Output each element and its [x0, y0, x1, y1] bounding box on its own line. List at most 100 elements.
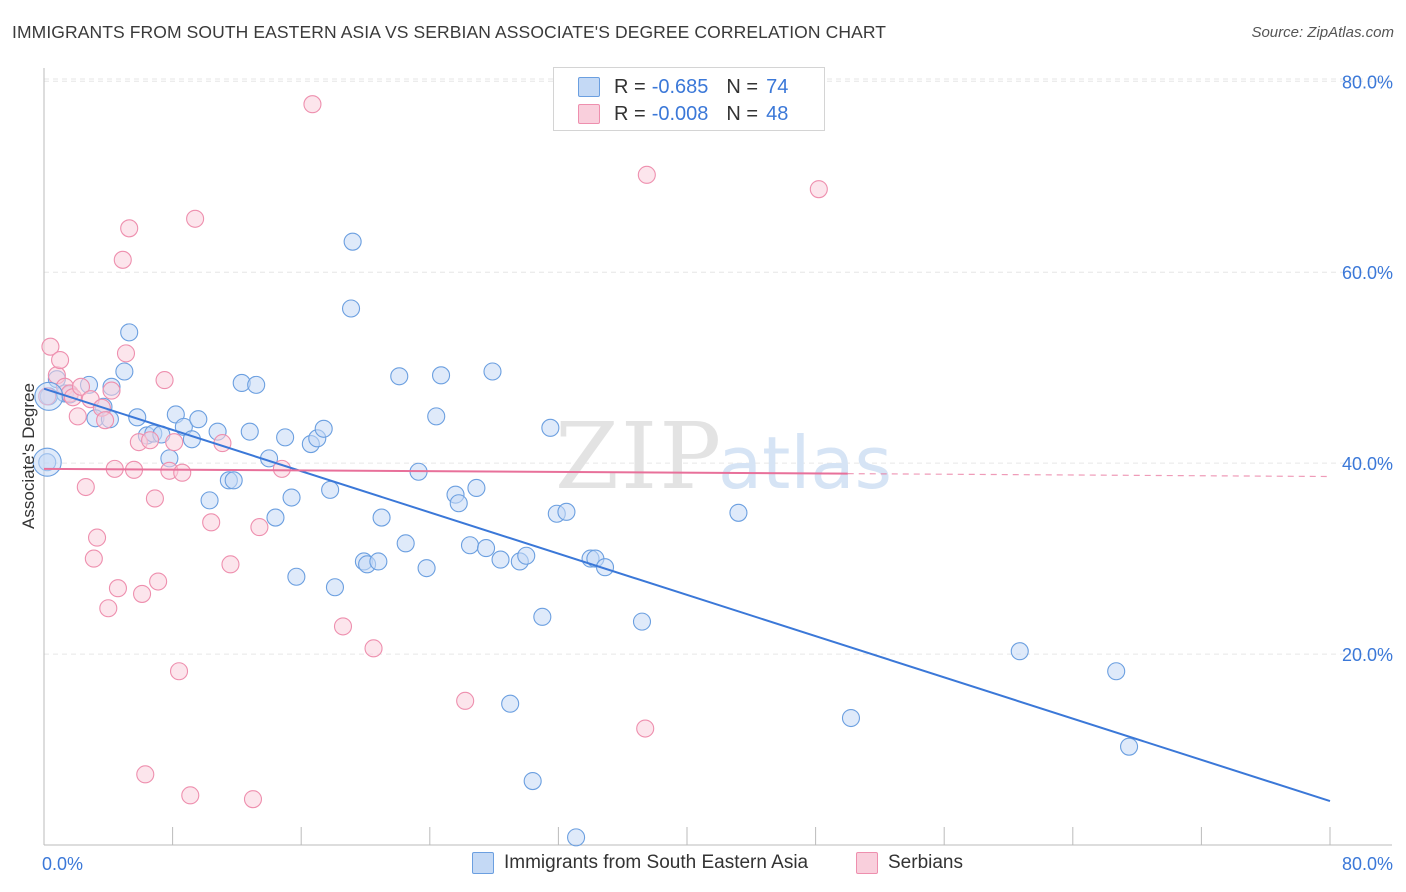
point-serbian: [102, 381, 121, 400]
point-sea: [417, 559, 436, 578]
point-sea: [1010, 642, 1029, 661]
legend-r-value: -0.008: [651, 102, 709, 125]
point-sea: [533, 607, 552, 626]
point-serbian: [221, 555, 240, 574]
point-serbian: [637, 165, 656, 184]
y-axis-label: Associate's Degree: [19, 383, 38, 529]
legend-r-value: -0.685: [651, 75, 709, 98]
point-sea: [517, 546, 536, 565]
point-sea: [632, 612, 652, 631]
point-sea: [460, 536, 480, 555]
point-sea: [115, 362, 134, 381]
bottom-legend-label-serbians: Serbians: [888, 852, 963, 873]
point-sea: [128, 408, 147, 427]
bottom-legend-swatch-sea: [472, 852, 494, 874]
x-tick-label: 0.0%: [42, 854, 83, 874]
point-serbian: [186, 209, 205, 228]
legend-swatch-serbians: [578, 104, 600, 124]
legend: R = -0.685 N = 74 R = -0.008 N = 48: [553, 67, 825, 131]
point-sea: [247, 375, 266, 394]
point-serbian: [364, 639, 383, 658]
legend-r-label: R =: [614, 75, 646, 98]
point-sea: [541, 418, 560, 437]
legend-swatch-sea: [578, 77, 600, 97]
point-sea: [369, 552, 388, 571]
point-sea: [841, 708, 861, 728]
points-layer: [32, 95, 1139, 847]
point-serbian: [113, 250, 132, 269]
point-sea: [595, 558, 615, 577]
trend-line-serbians: [43, 467, 848, 475]
point-serbian: [116, 344, 136, 363]
point-sea: [1107, 662, 1126, 681]
point-serbian: [51, 350, 70, 370]
point-sea: [427, 407, 446, 426]
legend-n-value: 48: [766, 102, 789, 125]
point-serbian: [68, 407, 87, 426]
y-tick-label: 80.0%: [1342, 72, 1393, 92]
point-serbian: [145, 489, 164, 508]
point-sea: [729, 503, 748, 522]
point-serbian: [133, 584, 152, 603]
point-sea: [523, 771, 542, 791]
point-sea: [567, 828, 586, 847]
chart-title: IMMIGRANTS FROM SOUTH EASTERN ASIA VS SE…: [12, 22, 887, 42]
point-serbian: [202, 513, 221, 532]
point-serbian: [76, 477, 95, 497]
point-sea: [432, 366, 451, 385]
trend-line-sea: [43, 387, 1331, 803]
point-serbian: [149, 572, 168, 591]
point-sea: [224, 471, 243, 490]
point-serbian: [181, 786, 200, 805]
point-sea: [325, 578, 345, 597]
point-sea: [120, 323, 139, 342]
point-sea: [491, 550, 510, 569]
trend-lines: [43, 387, 1331, 803]
point-serbian: [155, 371, 174, 390]
point-serbian: [41, 337, 60, 356]
point-serbian: [456, 691, 475, 710]
point-serbian: [120, 219, 139, 238]
bottom-legend-swatch-serbians: [856, 852, 878, 874]
point-serbian: [636, 719, 655, 738]
point-sea: [1120, 737, 1139, 756]
point-sea: [467, 478, 486, 498]
point-sea: [200, 491, 219, 510]
legend-n-value: 74: [766, 75, 789, 98]
watermark-atlas: atlas: [718, 421, 892, 505]
point-serbian: [250, 518, 269, 537]
point-sea: [390, 367, 409, 386]
y-tick-label: 20.0%: [1342, 645, 1393, 665]
point-serbian: [84, 549, 103, 568]
grid: [44, 78, 1392, 655]
point-serbian: [87, 528, 107, 547]
legend-row-sea: R = -0.685 N = 74: [578, 75, 788, 99]
point-sea: [314, 419, 333, 438]
point-sea: [477, 539, 496, 558]
legend-row-serbians: R = -0.008 N = 48: [578, 102, 788, 126]
point-serbian: [809, 180, 828, 199]
y-tick-label: 60.0%: [1342, 263, 1393, 283]
trend-line-serbians-extension: [847, 473, 1331, 478]
point-serbian: [71, 377, 91, 396]
point-sea: [343, 232, 362, 251]
legend-r-label: R =: [614, 102, 646, 125]
bottom-legend-serbians[interactable]: Serbians: [856, 852, 963, 874]
point-sea: [372, 508, 391, 527]
point-sea: [341, 299, 361, 318]
point-sea: [240, 422, 259, 441]
point-serbian: [243, 790, 263, 809]
point-serbian: [169, 662, 189, 681]
point-sea: [449, 494, 468, 513]
point-serbian: [165, 433, 184, 452]
point-sea: [189, 410, 208, 429]
point-serbian: [136, 765, 155, 784]
point-sea: [276, 428, 295, 447]
point-sea: [282, 488, 301, 507]
point-sea: [557, 502, 576, 521]
bottom-legend-sea[interactable]: Immigrants from South Eastern Asia: [472, 852, 808, 874]
point-sea: [287, 567, 306, 586]
bottom-legend-label-sea: Immigrants from South Eastern Asia: [504, 852, 809, 873]
point-serbian: [303, 95, 322, 114]
